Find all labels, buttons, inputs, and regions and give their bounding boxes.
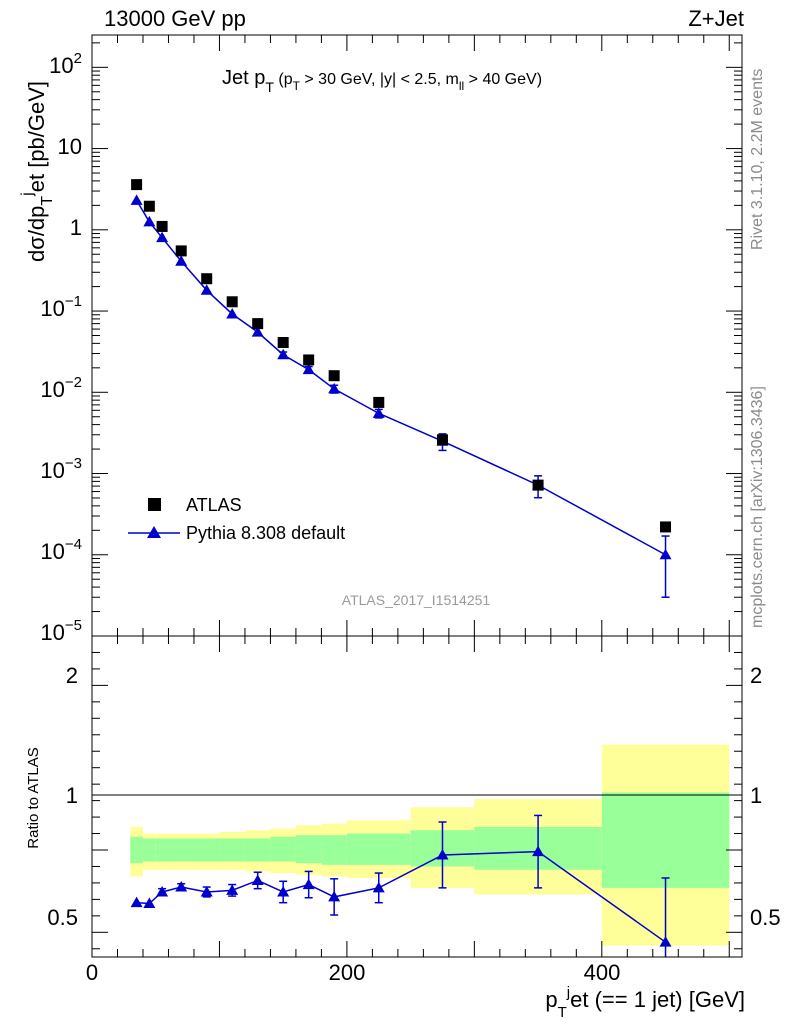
mcplots-label: mcplots.cern.ch [arXiv:1306.3436]: [749, 386, 766, 628]
ratio-point: [372, 881, 385, 893]
ytick-label-1e2: 102: [49, 50, 82, 78]
ratio-point: [436, 848, 449, 860]
band-inner: [193, 838, 220, 862]
atlas-point: [660, 521, 672, 533]
atlas-point: [175, 245, 187, 257]
xtick-label-0: 0: [86, 960, 98, 985]
xlabel: pTjet (== 1 jet) [GeV]: [545, 984, 745, 1021]
atlas-point: [156, 220, 168, 232]
mc-point: [302, 363, 315, 375]
legend-mc-marker: [147, 526, 161, 538]
mc-point: [251, 326, 264, 337]
band-inner: [168, 838, 194, 862]
ratio-point: [130, 896, 143, 908]
legend-mc-label: Pythia 8.308 default: [186, 523, 345, 543]
ratio-series: [130, 814, 672, 957]
ratio-ytick-2-right: 2: [750, 663, 762, 688]
ratio-ytick-05-left: 0.5: [47, 905, 78, 930]
band-inner: [130, 836, 143, 864]
ratio-point: [143, 897, 156, 908]
rivet-label: Rivet 3.1.10, 2.2M events: [749, 69, 766, 250]
ratio-ytick-1-left: 1: [66, 783, 78, 808]
band-inner: [270, 836, 296, 862]
ytick-label-1e-4: 10−4: [40, 536, 82, 564]
atlas-point: [277, 337, 289, 349]
mc-point: [143, 215, 156, 227]
mc-point: [328, 382, 341, 394]
band-inner: [321, 835, 347, 865]
band-inner: [346, 833, 411, 865]
atlas-point: [131, 179, 143, 191]
ytick-label-1e-3: 10−3: [40, 455, 82, 483]
ratio-point: [175, 881, 188, 892]
ytick-label-1e1: 10: [58, 134, 82, 159]
ratio-point: [156, 885, 169, 897]
mc-point: [226, 307, 239, 319]
ytick-label-1e-1: 10−1: [40, 293, 82, 321]
ratio-ticks: [91, 635, 742, 957]
ratio-point: [226, 884, 239, 895]
atlas-point: [303, 354, 315, 366]
ratio-bands: [130, 744, 730, 946]
main-panel: Jet pT (pT > 30 GeV, |y| < 2.5, mll > 40…: [19, 34, 743, 645]
xtick-label-400: 400: [584, 960, 621, 985]
main-ylabel: dσ/dpTjet [pb/GeV]: [19, 81, 56, 262]
xtick-label-200: 200: [329, 960, 366, 985]
ratio-point: [532, 845, 545, 857]
atlas-point: [532, 479, 544, 491]
main-series: [130, 179, 672, 598]
mc-point: [130, 194, 143, 205]
mc-point: [659, 548, 672, 560]
atlas-point: [143, 200, 155, 212]
ytick-label-1e-5: 10−5: [40, 617, 82, 645]
atlas-point: [226, 296, 238, 308]
mc-point: [372, 407, 385, 418]
ratio-ytick-1-right: 1: [750, 783, 762, 808]
ratio-ytick-05-right: 0.5: [750, 905, 781, 930]
ratio-ytick-2-left: 2: [66, 663, 78, 688]
atlas-point: [328, 370, 340, 382]
mc-point: [277, 348, 290, 360]
mc-point: [200, 284, 213, 295]
ratio-point: [659, 936, 672, 947]
atlas-point: [252, 318, 264, 330]
ratio-point: [277, 885, 290, 897]
band-inner: [219, 838, 245, 862]
main-ticks: [91, 35, 742, 637]
band-inner: [601, 792, 730, 888]
legend-atlas-marker: [148, 498, 161, 511]
ratio-point: [302, 878, 315, 890]
ratio-frame: [91, 635, 743, 958]
ratio-point: [200, 885, 213, 897]
main-plot-area: [92, 35, 742, 636]
atlas-point: [373, 396, 385, 408]
mc-point: [156, 231, 169, 243]
band-inner: [244, 838, 271, 862]
ytick-label-1e-2: 10−2: [40, 374, 82, 402]
ratio-ylabel: Ratio to ATLAS: [25, 747, 42, 848]
band-inner: [295, 835, 322, 864]
header-left: 13000 GeV pp: [104, 6, 246, 31]
band-inner: [142, 838, 156, 862]
legend-atlas-label: ATLAS: [186, 495, 242, 515]
ratio-point: [251, 874, 264, 885]
mc-point: [175, 255, 188, 266]
atlas-point: [436, 434, 448, 446]
ratio-curve: [136, 850, 666, 943]
ytick-label-1e0: 1: [70, 215, 82, 240]
band-inner: [155, 838, 169, 862]
atlas-point: [201, 273, 213, 285]
ratio-panel: Ratio to ATLAS 2 1 0.5 2 1 0.5 0 200 400…: [25, 635, 781, 1021]
legend: ATLAS Pythia 8.308 default: [128, 495, 345, 543]
header-right: Z+Jet: [688, 6, 744, 31]
watermark: ATLAS_2017_I1514251: [342, 592, 491, 608]
ratio-point: [328, 890, 341, 902]
